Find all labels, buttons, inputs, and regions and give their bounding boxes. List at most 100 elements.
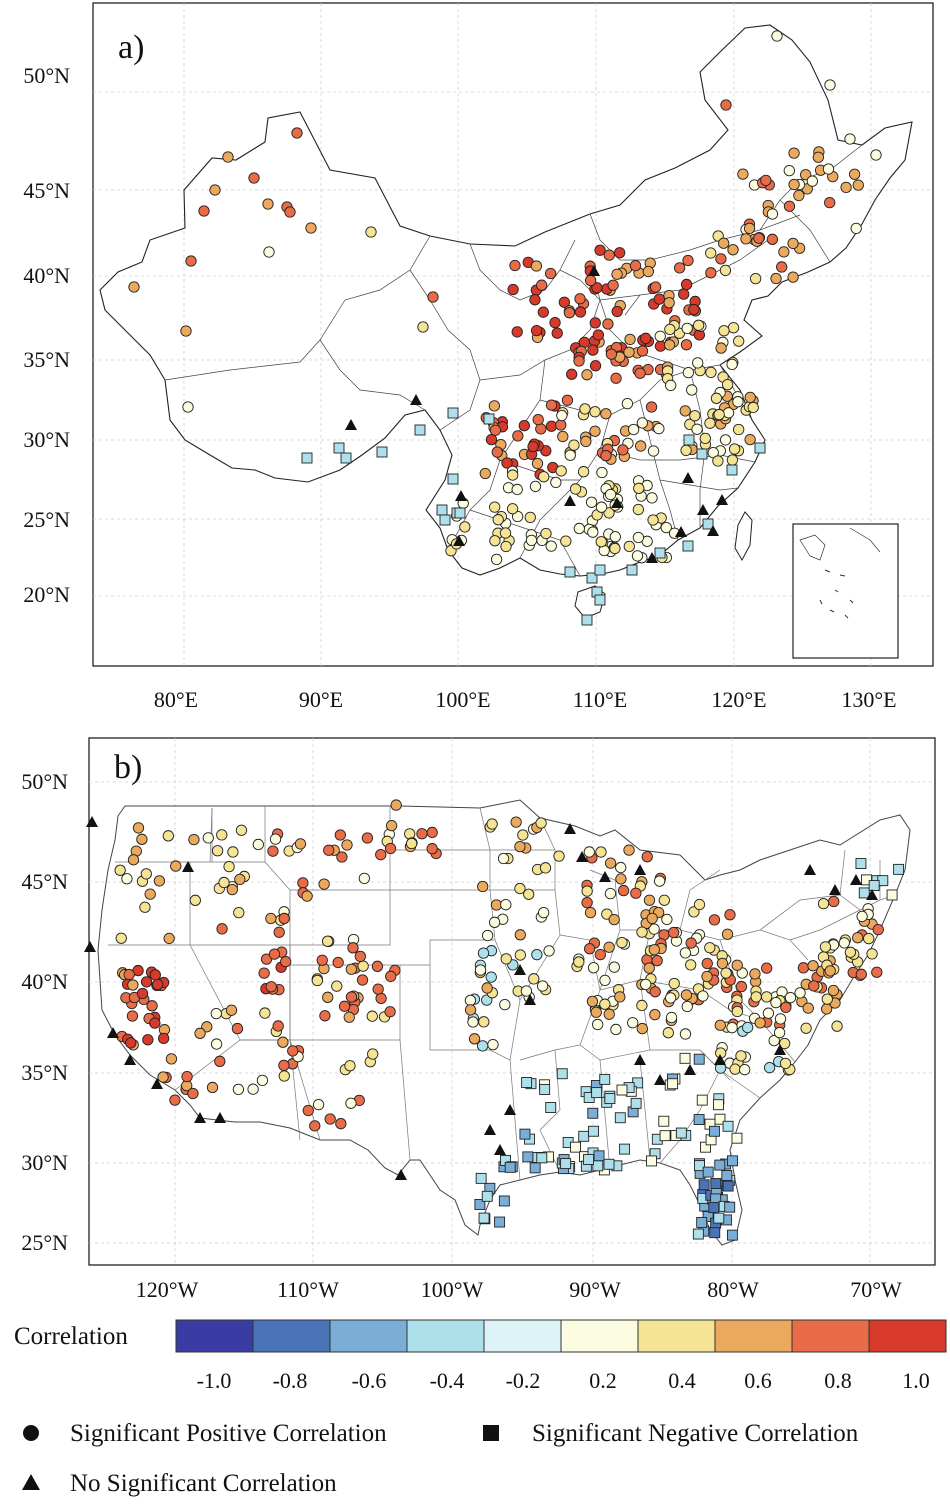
station-triangle-marker — [453, 535, 465, 546]
station-circle-marker — [715, 342, 727, 354]
station-circle-marker — [252, 838, 264, 851]
station-circle-marker — [372, 983, 384, 995]
panel-a: a) 50°N 45°N 40°N 35°N 30°N 25°N 20°N 80… — [23, 2, 934, 712]
station-circle-marker — [621, 397, 634, 410]
station-square-marker — [698, 1179, 710, 1191]
station-circle-marker — [742, 1021, 754, 1034]
station-circle-marker — [127, 854, 140, 866]
station-triangle-marker — [646, 552, 658, 563]
station-square-marker — [659, 1130, 671, 1142]
station-circle-marker — [774, 1013, 787, 1025]
station-square-marker — [654, 547, 666, 559]
station-square-marker — [614, 1112, 626, 1124]
station-square-marker — [868, 880, 880, 892]
station-circle-marker — [735, 1050, 747, 1062]
station-circle-marker — [309, 1120, 321, 1132]
station-circle-marker — [535, 817, 547, 829]
station-circle-marker — [633, 482, 645, 494]
station-circle-marker — [312, 1098, 325, 1111]
station-circle-marker — [603, 507, 615, 519]
station-circle-marker — [468, 1033, 481, 1045]
station-circle-marker — [169, 1094, 181, 1106]
panel-a-lon-labels: 80°E 90°E 100°E 110°E 120°E 130°E — [154, 687, 897, 712]
lat-label: 45°N — [23, 178, 70, 203]
station-triangle-marker — [514, 964, 526, 975]
station-circle-marker — [222, 151, 234, 163]
station-circle-marker — [739, 1064, 751, 1076]
station-circle-marker — [517, 829, 529, 841]
station-square-marker — [630, 1097, 642, 1109]
station-triangle-marker — [707, 525, 719, 536]
station-circle-marker — [679, 1028, 692, 1040]
station-circle-marker — [689, 410, 701, 422]
station-square-marker — [556, 1068, 568, 1080]
lon-label: 120°E — [711, 687, 766, 712]
station-circle-marker — [693, 898, 706, 911]
station-circle-marker — [127, 979, 139, 991]
station-circle-marker — [680, 444, 692, 457]
station-circle-marker — [733, 423, 745, 436]
station-circle-marker — [822, 163, 835, 175]
station-circle-marker — [126, 1010, 139, 1022]
station-circle-marker — [682, 367, 695, 379]
station-circle-marker — [653, 423, 665, 435]
station-circle-marker — [589, 360, 602, 372]
station-circle-marker — [871, 966, 883, 978]
station-triangle-marker — [774, 1044, 786, 1055]
station-circle-marker — [149, 1017, 161, 1029]
station-circle-marker — [649, 986, 661, 998]
station-triangle-marker — [684, 1064, 696, 1075]
station-circle-marker — [603, 941, 615, 953]
station-circle-marker — [856, 910, 868, 923]
station-square-marker — [594, 594, 606, 606]
taiwan-outline — [734, 511, 753, 562]
station-circle-marker — [824, 79, 836, 91]
station-triangle-marker — [675, 526, 687, 537]
station-circle-marker — [763, 1062, 776, 1074]
station-circle-marker — [165, 1053, 178, 1065]
station-circle-marker — [488, 916, 501, 928]
lat-label: 40°N — [21, 969, 68, 994]
station-circle-marker — [225, 1004, 238, 1016]
station-circle-marker — [258, 967, 270, 979]
colorbar-tick: -1.0 — [197, 1368, 232, 1393]
station-circle-marker — [718, 325, 730, 337]
station-circle-marker — [427, 291, 439, 303]
colorbar-tick: -0.8 — [273, 1368, 308, 1393]
station-circle-marker — [278, 912, 290, 925]
station-circle-marker — [722, 407, 735, 419]
station-circle-marker — [603, 249, 615, 261]
station-circle-marker — [581, 896, 593, 909]
station-square-marker — [721, 1170, 733, 1181]
station-circle-marker — [779, 1057, 792, 1070]
station-circle-marker — [610, 372, 622, 384]
station-circle-marker — [477, 947, 490, 959]
station-square-marker — [481, 1190, 493, 1202]
station-circle-marker — [650, 281, 662, 293]
station-circle-marker — [760, 174, 772, 187]
station-circle-marker — [477, 880, 489, 893]
station-circle-marker — [158, 1032, 170, 1045]
station-square-marker — [710, 1178, 722, 1189]
station-square-marker — [702, 518, 714, 530]
station-circle-marker — [514, 882, 526, 895]
south-china-sea-inset — [792, 523, 899, 659]
station-square-marker — [333, 442, 345, 454]
station-circle-marker — [646, 912, 658, 924]
station-circle-marker — [157, 1071, 169, 1083]
station-circle-marker — [194, 1027, 206, 1039]
station-circle-marker — [852, 932, 864, 944]
station-circle-marker — [202, 832, 214, 844]
station-circle-marker — [828, 895, 840, 908]
station-circle-marker — [744, 391, 756, 404]
station-circle-marker — [216, 829, 228, 841]
station-triangle-marker — [395, 1169, 407, 1180]
station-circle-marker — [719, 264, 732, 277]
station-circle-marker — [185, 255, 197, 267]
station-circle-marker — [573, 355, 585, 367]
station-circle-marker — [583, 943, 596, 955]
station-square-marker — [604, 1093, 616, 1105]
station-circle-marker — [589, 406, 601, 418]
station-circle-marker — [149, 969, 161, 981]
station-square-marker — [301, 452, 313, 464]
